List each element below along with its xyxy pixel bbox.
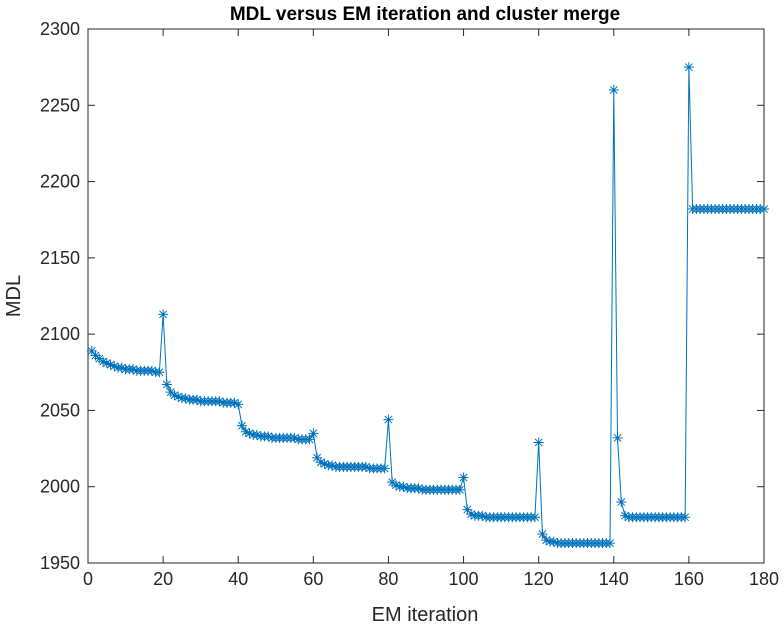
- data-point-marker: [236, 420, 247, 431]
- data-point-marker: [105, 359, 116, 370]
- chart-title: MDL versus EM iteration and cluster merg…: [230, 4, 620, 25]
- y-tick-label: 2150: [40, 248, 80, 268]
- data-point-marker: [608, 85, 619, 96]
- data-point-marker: [383, 414, 394, 425]
- data-point-marker: [161, 379, 172, 390]
- data-point-marker: [548, 536, 559, 547]
- data-point-marker: [360, 461, 371, 472]
- data-point-marker: [315, 457, 326, 468]
- data-point-marker: [128, 364, 139, 375]
- data-point-marker: [477, 510, 488, 521]
- data-point-marker: [462, 504, 473, 515]
- data-point-marker: [466, 509, 477, 520]
- data-point-marker: [398, 481, 409, 492]
- data-point-marker: [390, 480, 401, 491]
- x-tick-label: 60: [303, 569, 323, 589]
- data-point-marker: [533, 437, 544, 448]
- data-point-marker: [683, 62, 694, 73]
- data-point-marker: [86, 345, 97, 356]
- data-point-marker: [454, 484, 465, 495]
- data-point-marker: [101, 358, 112, 369]
- data-point-marker: [308, 428, 319, 439]
- data-point-marker: [233, 399, 244, 410]
- data-point-marker: [263, 431, 274, 442]
- data-point-marker: [146, 365, 157, 376]
- y-tick-label: 1950: [40, 553, 80, 573]
- data-point-marker: [109, 361, 120, 372]
- x-tick-label: 100: [449, 569, 479, 589]
- data-point-marker: [680, 512, 691, 523]
- x-tick-label: 0: [83, 569, 93, 589]
- plot-area: 0 20 40 60 80 100 120 140 160 180 1950 2000 2050 2100…: [40, 19, 779, 589]
- x-tick-label: 80: [378, 569, 398, 589]
- y-tick-label: 2050: [40, 400, 80, 420]
- data-point-marker: [191, 394, 202, 405]
- data-point-marker: [312, 452, 323, 463]
- data-point-marker: [252, 429, 262, 440]
- data-point-marker: [304, 434, 315, 445]
- data-point-marker: [229, 397, 240, 408]
- data-point-marker: [289, 432, 300, 443]
- axes-box: [87, 28, 765, 564]
- x-tick-label: 140: [599, 569, 629, 589]
- data-point-marker: [169, 390, 180, 401]
- data-point-marker: [327, 460, 338, 471]
- data-point-marker: [529, 512, 540, 523]
- data-point-marker: [214, 396, 225, 407]
- data-point-marker: [541, 535, 552, 546]
- y-axis-label: MDL: [3, 275, 25, 317]
- data-point-marker: [116, 362, 127, 373]
- data-point-marker: [759, 204, 769, 215]
- x-tick-label: 20: [153, 569, 173, 589]
- x-tick-label: 40: [228, 569, 248, 589]
- data-point-marker: [154, 367, 165, 378]
- x-tick-label: 120: [524, 569, 554, 589]
- y-tick-label: 2100: [40, 324, 80, 344]
- data-point-marker: [612, 432, 623, 443]
- data-point-marker: [616, 496, 627, 507]
- data-point-marker: [158, 309, 169, 320]
- data-point-marker: [244, 428, 255, 439]
- data-point-marker: [620, 510, 631, 521]
- y-tick-label: 2000: [40, 477, 80, 497]
- x-tick-label: 160: [674, 569, 704, 589]
- x-tick-label: 180: [749, 569, 779, 589]
- data-point-marker: [413, 483, 424, 494]
- data-point-marker: [240, 426, 251, 437]
- data-point-marker: [379, 463, 390, 474]
- data-point-marker: [605, 538, 616, 549]
- data-point-marker: [173, 391, 184, 402]
- y-tick-label: 2300: [40, 19, 80, 39]
- data-point-marker: [458, 472, 469, 483]
- y-tick-label: 2250: [40, 95, 80, 115]
- x-axis-label: EM iteration: [372, 604, 479, 626]
- data-point-marker: [180, 393, 191, 404]
- data-point-marker: [98, 356, 109, 367]
- y-tick-label: 2200: [40, 172, 80, 192]
- data-point-marker: [537, 529, 548, 540]
- data-point-marker: [319, 458, 330, 469]
